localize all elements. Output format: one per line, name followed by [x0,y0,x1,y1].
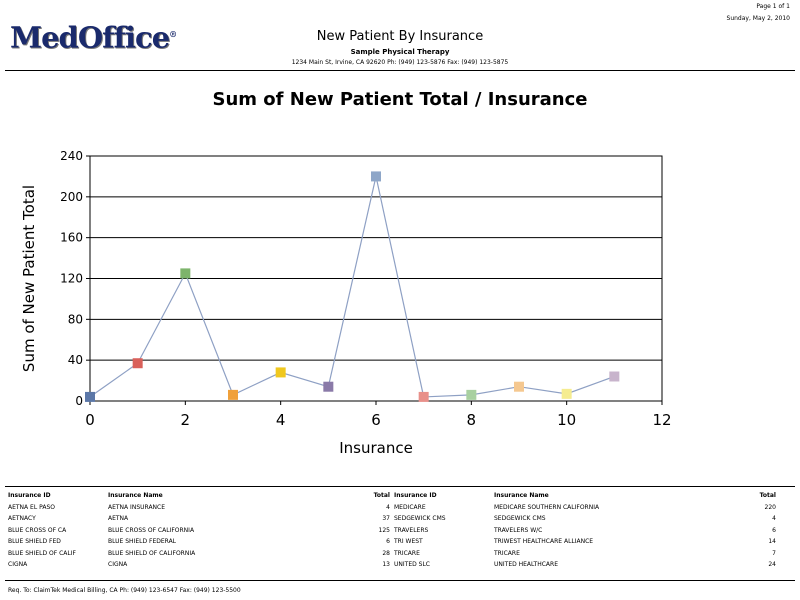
total-cell: 4 [386,503,390,511]
total-cell: 125 [378,526,390,534]
x-tick-label: 6 [371,411,381,429]
total-cell: 4 [772,515,776,523]
total-cell: 6 [772,526,776,534]
total-cell: 13 [382,561,390,569]
table-row: BLUE SHIELD OF CALIF BLUE SHIELD OF CALIF… [6,548,392,560]
x-tick-label: 2 [181,411,191,429]
table-row: SEDGEWICK CMS SEDGEWICK CMS 4 [392,513,778,525]
table-header-row: Insurance ID Insurance Name Total [392,490,778,502]
table-row: AETNA EL PASO AETNA INSURANCE 4 [6,502,392,514]
insurance-name-cell: BLUE CROSS OF CALIFORNIA [108,526,195,534]
x-tick-label: 0 [85,411,95,429]
y-tick-label: 40 [68,353,83,367]
total-cell: 6 [386,538,390,546]
line-chart: 0 40 80 120 160 200 240 0 2 4 6 8 10 12 Insurance Sum o… [20,149,672,457]
table-top-divider [5,486,795,487]
table-row: TRAVELERS TRAVELERS W/C 6 [392,525,778,537]
total-cell: 220 [764,503,776,511]
col-insurance-id: Insurance ID [394,492,437,500]
data-point [228,389,238,400]
insurance-name-cell: BLUE SHIELD FEDERAL [108,538,177,546]
page-number: Page 1 of 1 [756,3,790,10]
insurance-id-cell: BLUE SHIELD FED [8,538,61,546]
col-insurance-name: Insurance Name [494,492,549,500]
col-insurance-name: Insurance Name [108,492,163,500]
col-total: Total [759,492,776,500]
y-tick-label: 160 [60,231,83,245]
data-point [85,391,95,402]
col-total: Total [373,492,390,500]
insurance-name-cell: TRAVELERS W/C [494,526,543,534]
company-address: 1234 Main St, Irvine, CA 92620 Ph: (949)… [291,59,509,66]
y-tick-label: 0 [75,394,83,408]
insurance-id-cell: CIGNA [8,561,28,569]
data-point [514,381,524,392]
insurance-name-cell: TRIWEST HEALTHCARE ALLIANCE [494,538,594,546]
insurance-table-left: Insurance ID Insurance Name Total AETNA … [6,490,392,571]
insurance-name-cell: CIGNA [108,561,128,569]
footer-divider [5,580,795,581]
insurance-name-cell: MEDICARE SOUTHERN CALIFORNIA [494,503,600,511]
insurance-id-cell: AETNACY [8,515,36,523]
table-row: MEDICARE MEDICARE SOUTHERN CALIFORNIA 220 [392,502,778,514]
insurance-id-cell: MEDICARE [394,503,426,511]
insurance-name-cell: BLUE SHIELD OF CALIFORNIA [108,549,196,557]
table-row: CIGNA CIGNA 13 [6,559,392,571]
insurance-id-cell: TRICARE [394,549,420,557]
total-cell: 37 [382,515,390,523]
data-point [323,381,334,392]
y-tick-label: 240 [60,149,83,163]
table-row: TRI WEST TRIWEST HEALTHCARE ALLIANCE 14 [392,536,778,548]
x-tick-label: 8 [467,411,477,429]
total-cell: 14 [768,538,776,546]
table-row: TRICARE TRICARE 7 [392,548,778,560]
footer-note: Req. To: ClaimTek Medical Billing, CA Ph… [8,587,241,594]
insurance-name-cell: AETNA [108,515,129,523]
medoffice-logo: MedOffice® [10,20,178,55]
insurance-table-right: Insurance ID Insurance Name Total MEDICA… [392,490,778,571]
y-tick-label: 200 [60,190,83,204]
data-point [561,388,572,399]
insurance-id-cell: AETNA EL PASO [8,503,55,511]
insurance-name-cell: UNITED HEALTHCARE [494,561,558,569]
insurance-name-cell: AETNA INSURANCE [108,503,166,511]
data-point [418,391,429,402]
x-axis-label: Insurance [339,439,413,457]
insurance-id-cell: TRI WEST [394,538,423,546]
report-date: Sunday, May 2, 2010 [726,15,790,22]
series-line [89,176,615,398]
insurance-id-cell: SEDGEWICK CMS [394,515,446,523]
total-cell: 28 [382,549,390,557]
table-row: UNITED SLC UNITED HEALTHCARE 24 [392,559,778,571]
data-point [132,358,143,369]
total-cell: 7 [772,549,776,557]
data-point [275,367,286,378]
insurance-id-cell: TRAVELERS [394,526,429,534]
company-name: Sample Physical Therapy [350,48,450,56]
col-insurance-id: Insurance ID [8,492,51,500]
y-tick-label: 80 [68,312,83,326]
chart-title: Sum of New Patient Total / Insurance [212,89,588,110]
data-point [180,268,191,279]
header-divider [5,70,795,71]
insurance-id-cell: BLUE SHIELD OF CALIF [8,549,76,557]
insurance-id-cell: BLUE CROSS OF CA [8,526,67,534]
table-row: BLUE CROSS OF CA BLUE CROSS OF CALIFORNIA… [6,525,392,537]
table-row: BLUE SHIELD FED BLUE SHIELD FEDERAL 6 [6,536,392,548]
insurance-name-cell: TRICARE [494,549,520,557]
x-tick-label: 10 [557,411,576,429]
insurance-name-cell: SEDGEWICK CMS [494,515,546,523]
data-point [609,371,620,382]
data-point [466,389,477,400]
report-title: New Patient By Insurance [316,29,484,44]
x-tick-label: 4 [276,411,286,429]
data-point [371,171,381,182]
x-tick-label: 12 [652,411,671,429]
y-axis-label: Sum of New Patient Total [20,185,38,372]
insurance-id-cell: UNITED SLC [394,561,430,569]
total-cell: 24 [768,561,776,569]
table-row: AETNACY AETNA 37 [6,513,392,525]
y-tick-label: 120 [60,272,83,286]
table-header-row: Insurance ID Insurance Name Total [6,490,392,502]
